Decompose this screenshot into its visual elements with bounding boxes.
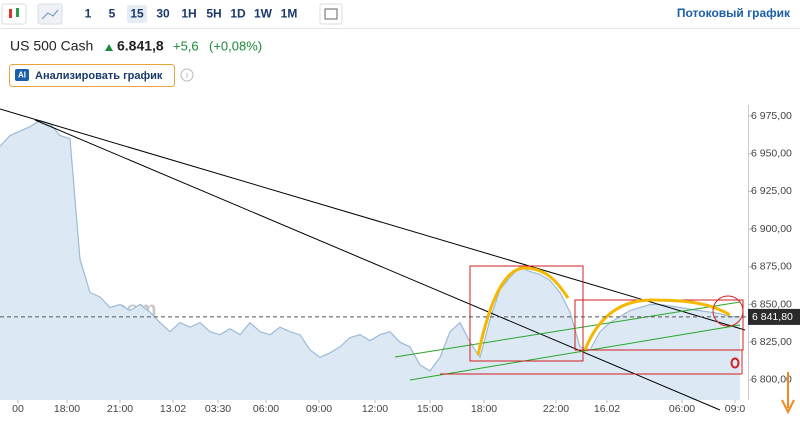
y-tick-label: 6 825,00 [751, 336, 792, 348]
ai-badge [15, 69, 29, 81]
overlay: 6 841,80 [0, 308, 800, 325]
interval[interactable]: 5 [109, 7, 116, 21]
y-tick-label: 6 975,00 [751, 110, 792, 122]
channel-line [394, 301, 741, 358]
x-tick-label: 09:00 [306, 403, 332, 415]
y-tick-label: 6 875,00 [751, 261, 792, 273]
box [469, 265, 584, 362]
area [0, 120, 740, 400]
interval[interactable]: 1H [181, 7, 196, 21]
circle [730, 357, 740, 369]
change: +5,6 [173, 38, 199, 53]
arc [583, 298, 731, 351]
x-tick-label: 09:0 [725, 403, 746, 415]
line [0, 119, 740, 372]
interval-selected [127, 5, 147, 23]
instrument-name: US 500 Cash [10, 38, 93, 54]
icon-line [41, 9, 59, 20]
plot: Investing.com6 800,006 825,006 850,006 8… [0, 110, 792, 415]
x-tick-label: 16.02 [594, 403, 620, 415]
x-tick-label: 06:00 [253, 403, 279, 415]
y-tick-label: 6 925,00 [751, 185, 792, 197]
table-icon[interactable] [319, 3, 343, 25]
chart-type-icons [1, 3, 343, 25]
user-drawings [0, 108, 795, 415]
arc [476, 266, 570, 356]
stream-link[interactable]: Потоковый график [677, 6, 791, 20]
x-tick-label: 03:30 [205, 403, 231, 415]
analyze-button[interactable] [9, 64, 175, 87]
icon-table [324, 8, 338, 20]
y-tick-label: 6 850,00 [751, 298, 792, 310]
last-price-label: 6 841,80 [752, 311, 793, 323]
up-arrow [105, 44, 113, 51]
interval[interactable]: 30 [156, 7, 170, 21]
trend-line [0, 108, 746, 331]
y-tick-label: 6 800,00 [751, 374, 792, 386]
info-icon[interactable] [180, 68, 194, 82]
interval[interactable]: 1W [254, 7, 273, 21]
circle [712, 295, 744, 327]
icon-candle [16, 8, 19, 17]
x-tick-label: 12:00 [362, 403, 388, 415]
y-tick-label: 6 950,00 [751, 147, 792, 159]
x-tick-label: 06:00 [669, 403, 695, 415]
x-tick-label: 18:00 [471, 403, 497, 415]
trend-line [34, 119, 721, 411]
channel-line [409, 324, 741, 381]
interval[interactable]: 5H [206, 7, 221, 21]
intervals: 1 5 15 30 1H 5H 1D 1W 1M [85, 5, 298, 23]
candle-icon[interactable] [1, 3, 27, 25]
icon-candle [9, 9, 12, 18]
y-tick-label: 6 900,00 [751, 223, 792, 235]
change-pct: (+0,08%) [209, 38, 262, 53]
interval[interactable]: 1D [230, 7, 246, 21]
interval[interactable]: 1 [85, 7, 92, 21]
ai-badge-text: AI [18, 71, 26, 80]
x-tick-label: 21:00 [107, 403, 133, 415]
x-tick-label: 15:00 [417, 403, 443, 415]
x-tick-label: 18:00 [54, 403, 80, 415]
x-tick-label: 13.02 [160, 403, 186, 415]
analyze-label: Анализировать график [35, 70, 163, 82]
x-tick-label: 00 [12, 403, 24, 415]
price: 6.841,8 [117, 38, 164, 54]
last-price-box [748, 308, 800, 325]
interval[interactable]: 15 [130, 7, 144, 21]
interval[interactable]: 1M [281, 7, 298, 21]
arrow [781, 372, 795, 415]
x-tick-label: 22:00 [543, 403, 569, 415]
